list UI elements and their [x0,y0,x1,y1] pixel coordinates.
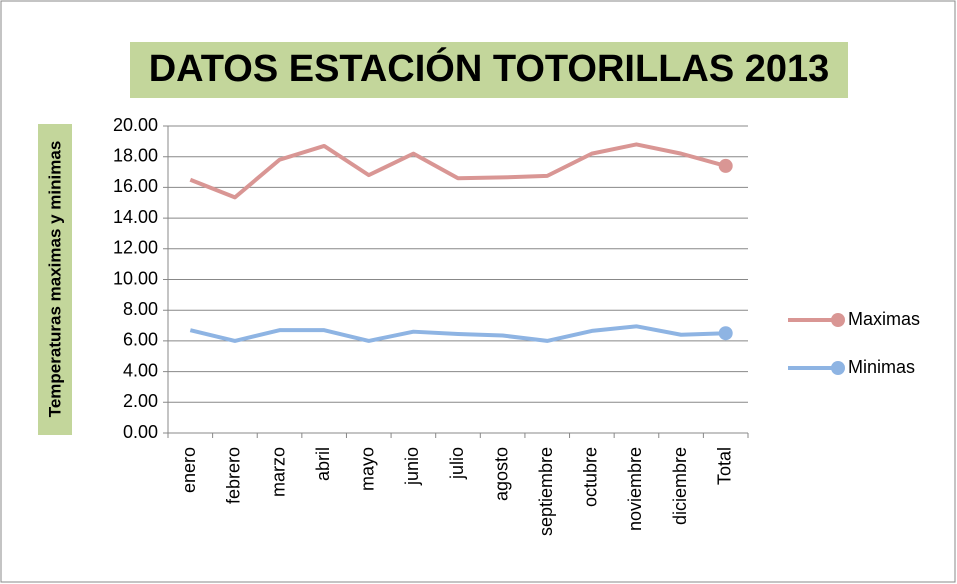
legend-marker [831,361,845,375]
y-tick-label: 0.00 [123,422,158,442]
y-axis-label: Temperaturas maximas y minimas [45,141,64,418]
x-tick-label: abril [313,447,333,481]
point-marker [718,326,733,341]
legend-marker [831,313,845,327]
y-tick-label: 16.00 [113,176,158,196]
y-tick-label: 14.00 [113,207,158,227]
y-tick-label: 6.00 [123,330,158,350]
y-tick-label: 18.00 [113,145,158,165]
x-tick-label: mayo [358,447,378,491]
point-marker [718,158,733,173]
title-background [130,42,848,98]
x-tick-label: marzo [268,447,288,497]
x-tick-label: agosto [491,447,511,501]
y-tick-label: 20.00 [113,115,158,135]
x-tick-label: junio [402,447,422,486]
x-tick-label: Total [714,447,734,485]
x-tick-label: julio [447,447,467,480]
y-tick-label: 8.00 [123,299,158,319]
legend-label: Minimas [848,357,915,377]
y-tick-label: 10.00 [113,268,158,288]
x-tick-label: noviembre [625,447,645,531]
chart-title: DATOS ESTACIÓN TOTORILLAS 2013 [149,46,830,90]
y-tick-label: 12.00 [113,238,158,258]
series-line [189,324,726,343]
x-tick-label: septiembre [536,447,556,536]
x-tick-label: octubre [581,447,601,507]
x-tick-label: febrero [224,447,244,504]
legend-label: Maximas [848,309,920,329]
y-tick-label: 2.00 [123,391,158,411]
series-line [189,142,727,200]
x-tick-label: diciembre [670,447,690,525]
x-tick-label: enero [179,447,199,493]
y-label-background [38,124,72,435]
y-tick-label: 4.00 [123,360,158,380]
